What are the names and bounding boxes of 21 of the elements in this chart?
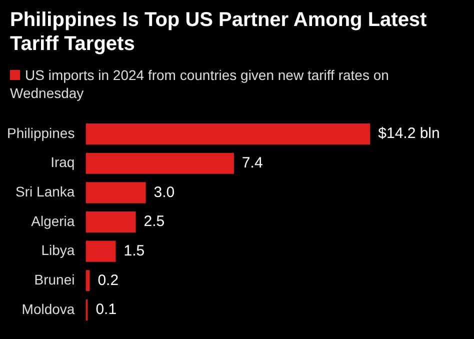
bar <box>86 211 136 233</box>
y-tick-label: Moldova <box>22 300 75 317</box>
data-label: $14.2 bln <box>378 125 440 142</box>
chart-title: Philippines Is Top US Partner Among Latest Tariff Targets <box>10 8 428 56</box>
bar <box>86 152 234 174</box>
y-tick-label: Libya <box>41 242 75 258</box>
legend-label: US imports in 2024 from countries given new tariff rates on Wednesday <box>10 66 390 102</box>
y-tick-label: Brunei <box>34 271 75 288</box>
bar <box>86 182 146 204</box>
data-label: 1.5 <box>124 242 145 260</box>
data-label: 0.2 <box>98 272 119 289</box>
bar <box>86 124 370 145</box>
data-label: 3.0 <box>154 184 175 201</box>
y-tick-label: Sri Lanka <box>16 184 75 200</box>
bar <box>86 240 116 262</box>
y-tick-label: Iraq <box>50 154 75 170</box>
data-label: 7.4 <box>242 154 263 172</box>
y-tick-label: Philippines <box>6 124 75 141</box>
data-label: 2.5 <box>144 213 165 230</box>
y-tick-label: Algeria <box>31 212 75 229</box>
data-label: 0.1 <box>96 301 117 318</box>
